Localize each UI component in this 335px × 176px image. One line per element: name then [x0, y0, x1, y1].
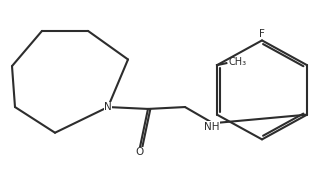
Text: NH: NH	[204, 122, 219, 132]
Text: N: N	[104, 102, 112, 112]
Text: O: O	[136, 147, 144, 157]
Text: F: F	[259, 29, 265, 39]
Text: CH₃: CH₃	[229, 57, 247, 67]
